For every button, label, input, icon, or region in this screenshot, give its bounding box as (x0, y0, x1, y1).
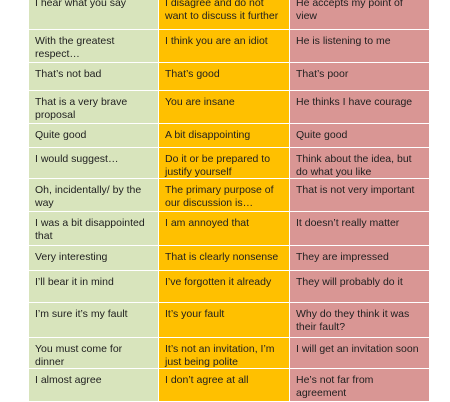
phrase-cell: That is a very brave proposal (29, 91, 159, 123)
understood-cell: Quite good (290, 124, 429, 147)
phrase-cell: Very interesting (29, 246, 159, 270)
table-row: I almost agree I don’t agree at all He’s… (29, 369, 429, 402)
meaning-cell: A bit disappointing (159, 124, 290, 147)
table-row: With the greatest respect… I think you a… (29, 30, 429, 63)
phrase-cell: I hear what you say (29, 0, 159, 29)
understood-cell: He thinks I have courage (290, 91, 429, 123)
understood-cell: Think about the idea, but do what you li… (290, 148, 429, 178)
understood-cell: They are impressed (290, 246, 429, 270)
meaning-cell: It’s not an invitation, I’m just being p… (159, 338, 290, 368)
meaning-cell: I disagree and do not want to discuss it… (159, 0, 290, 29)
meaning-cell: The primary purpose of our discussion is… (159, 179, 290, 211)
phrase-translation-table: I hear what you say I disagree and do no… (29, 0, 429, 402)
meaning-cell: I don’t agree at all (159, 369, 290, 401)
phrase-cell: You must come for dinner (29, 338, 159, 368)
understood-cell: He accepts my point of view (290, 0, 429, 29)
understood-cell: That’s poor (290, 63, 429, 90)
meaning-cell: I think you are an idiot (159, 30, 290, 62)
table-row: Quite good A bit disappointing Quite goo… (29, 124, 429, 148)
phrase-cell: I’ll bear it in mind (29, 271, 159, 302)
phrase-cell: Oh, incidentally/ by the way (29, 179, 159, 211)
understood-cell: Why do they think it was their fault? (290, 303, 429, 337)
table-row: I would suggest… Do it or be prepared to… (29, 148, 429, 179)
understood-cell: I will get an invitation soon (290, 338, 429, 368)
meaning-cell: Do it or be prepared to justify yourself (159, 148, 290, 178)
phrase-cell: With the greatest respect… (29, 30, 159, 62)
table-row: I hear what you say I disagree and do no… (29, 0, 429, 30)
phrase-cell: That’s not bad (29, 63, 159, 90)
understood-cell: That is not very important (290, 179, 429, 211)
phrase-cell: I was a bit disappointed that (29, 212, 159, 245)
understood-cell: They will probably do it (290, 271, 429, 302)
meaning-cell: That’s good (159, 63, 290, 90)
understood-cell: He’s not far from agreement (290, 369, 429, 401)
meaning-cell: I am annoyed that (159, 212, 290, 245)
table-row: You must come for dinner It’s not an inv… (29, 338, 429, 369)
table-row: I’ll bear it in mind I’ve forgotten it a… (29, 271, 429, 303)
table-row: I was a bit disappointed that I am annoy… (29, 212, 429, 246)
meaning-cell: I’ve forgotten it already (159, 271, 290, 302)
table-row: Very interesting That is clearly nonsens… (29, 246, 429, 271)
understood-cell: He is listening to me (290, 30, 429, 62)
meaning-cell: It’s your fault (159, 303, 290, 337)
table-row: Oh, incidentally/ by the way The primary… (29, 179, 429, 212)
phrase-cell: I almost agree (29, 369, 159, 401)
understood-cell: It doesn’t really matter (290, 212, 429, 245)
meaning-cell: You are insane (159, 91, 290, 123)
table-row: That’s not bad That’s good That’s poor (29, 63, 429, 91)
table-row: That is a very brave proposal You are in… (29, 91, 429, 124)
meaning-cell: That is clearly nonsense (159, 246, 290, 270)
phrase-cell: I would suggest… (29, 148, 159, 178)
phrase-cell: I’m sure it’s my fault (29, 303, 159, 337)
table-row: I’m sure it’s my fault It’s your fault W… (29, 303, 429, 338)
phrase-cell: Quite good (29, 124, 159, 147)
